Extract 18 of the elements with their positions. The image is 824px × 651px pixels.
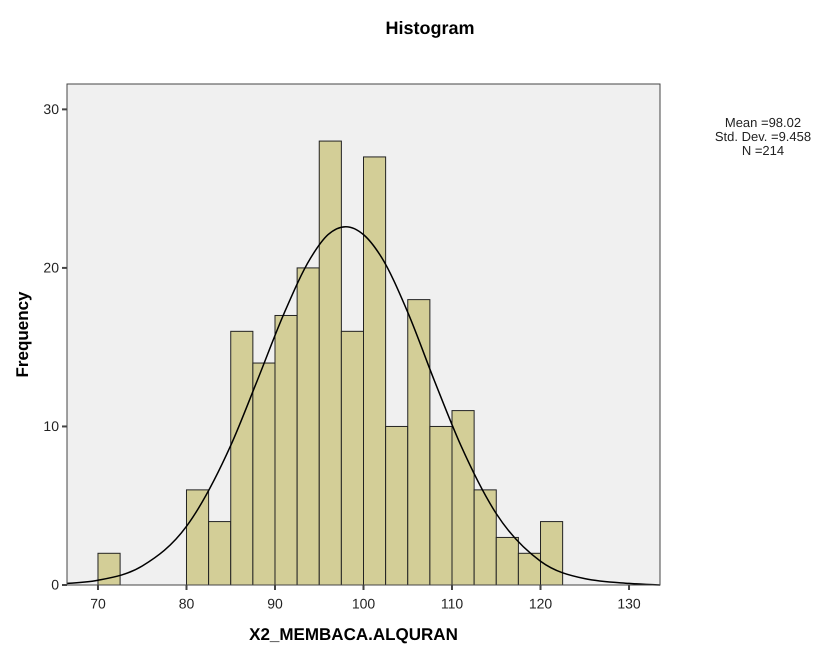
chart-title: Histogram (385, 18, 475, 38)
x-tick-label: 120 (528, 595, 552, 612)
text: Mean =98.02 (724, 115, 802, 130)
line-series (66, 226, 661, 586)
x-tick-label: 100 (352, 595, 376, 612)
y-tick-label: 30 (43, 100, 60, 117)
x-tick-label: 130 (617, 595, 641, 612)
y-tick-label: 10 (43, 418, 60, 434)
text: Std. Dev. =9.458 (714, 129, 812, 144)
y-tick-label: 0 (51, 576, 60, 592)
x-axis-title: X2_MEMBACA.ALQURAN (249, 625, 458, 644)
x-tick-label: 80 (178, 595, 194, 612)
text: N =214 (742, 143, 784, 158)
x-tick-label: 70 (90, 595, 106, 612)
y-tick-label: 20 (43, 259, 60, 276)
x-tick-label: 90 (267, 595, 283, 612)
y-axis-title: Frequency (13, 290, 32, 378)
x-tick-label: 110 (440, 595, 464, 612)
